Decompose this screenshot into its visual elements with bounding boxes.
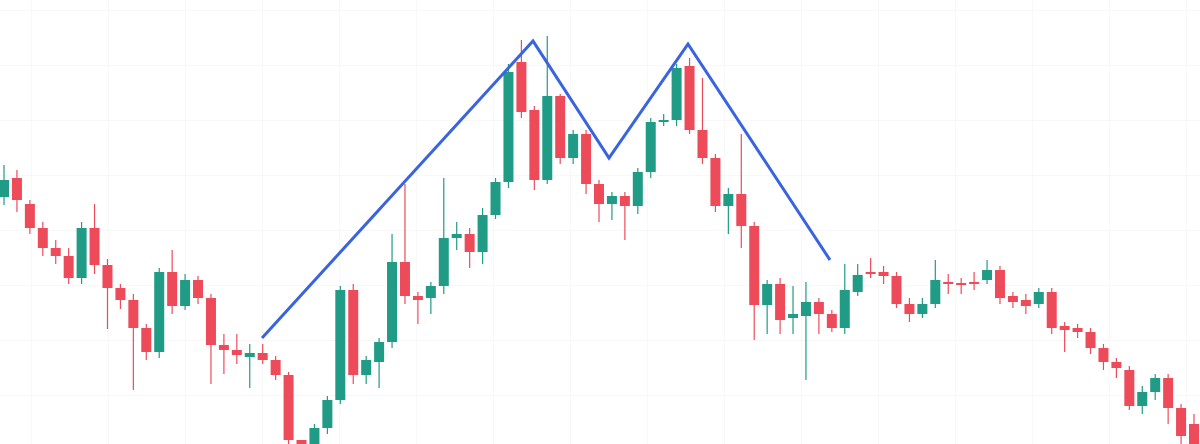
candle-body bbox=[904, 304, 915, 314]
candle-body bbox=[645, 122, 656, 172]
double-top-pattern bbox=[260, 38, 832, 340]
candle-body bbox=[63, 256, 74, 278]
candle-body bbox=[865, 272, 876, 274]
candle-body bbox=[878, 272, 889, 276]
candle-body bbox=[568, 134, 579, 158]
candle-body bbox=[37, 228, 48, 248]
candle-body bbox=[632, 172, 643, 206]
candle-body bbox=[516, 62, 527, 112]
candle-body bbox=[658, 120, 669, 122]
candle-body bbox=[594, 184, 604, 204]
candle-body bbox=[231, 350, 242, 355]
candle-body bbox=[1189, 424, 1199, 444]
candle-body bbox=[529, 110, 540, 180]
candle-body bbox=[50, 248, 61, 256]
candle-body bbox=[762, 284, 773, 305]
candle-body bbox=[399, 262, 410, 296]
candle-body bbox=[606, 196, 617, 204]
candle-body bbox=[1059, 326, 1070, 330]
candle-body bbox=[969, 282, 980, 284]
candle-body bbox=[1007, 296, 1018, 302]
candle-body bbox=[141, 328, 152, 352]
candle-body bbox=[1176, 408, 1187, 436]
candle-body bbox=[749, 226, 760, 305]
candle-body bbox=[852, 275, 863, 292]
candle-body bbox=[917, 304, 928, 314]
candle-body bbox=[619, 196, 630, 206]
candle-body bbox=[451, 234, 462, 238]
candle-body bbox=[671, 68, 682, 120]
candle-body bbox=[283, 375, 294, 440]
candle-body bbox=[361, 360, 372, 375]
candle-body bbox=[982, 270, 993, 280]
candle-body bbox=[438, 238, 449, 286]
candle-body bbox=[193, 280, 204, 298]
candle-body bbox=[994, 270, 1005, 298]
candle-body bbox=[154, 272, 165, 352]
candle-body bbox=[335, 290, 346, 400]
candle-body bbox=[813, 302, 824, 314]
candle-body bbox=[296, 440, 307, 444]
candle-body bbox=[788, 314, 799, 318]
candle-body bbox=[1072, 328, 1083, 332]
candle-body bbox=[180, 280, 191, 306]
candle-body bbox=[1163, 378, 1174, 408]
candle-body bbox=[374, 342, 385, 362]
candle-body bbox=[205, 298, 216, 345]
candle-body bbox=[115, 288, 126, 300]
candle-body bbox=[1046, 292, 1057, 328]
candle-body bbox=[826, 314, 837, 328]
candle-body bbox=[387, 262, 398, 342]
candle-body bbox=[542, 96, 553, 180]
candle-body bbox=[348, 290, 359, 375]
candle-body bbox=[309, 428, 320, 444]
candle-body bbox=[956, 283, 967, 285]
candle-body bbox=[1124, 370, 1135, 406]
candle-body bbox=[723, 194, 734, 206]
candle-body bbox=[1150, 378, 1161, 392]
candle-body bbox=[218, 345, 229, 350]
candle-body bbox=[1111, 362, 1122, 368]
candle-body bbox=[167, 272, 178, 306]
candle-body bbox=[1033, 292, 1044, 304]
candle-body bbox=[891, 276, 902, 304]
candle-body bbox=[581, 134, 592, 184]
candle-body bbox=[839, 290, 850, 328]
candle-body bbox=[503, 72, 514, 182]
candle-body bbox=[322, 400, 333, 428]
candle-body bbox=[1098, 348, 1109, 362]
candle-body bbox=[257, 353, 268, 360]
candle-body bbox=[128, 300, 139, 328]
candle-body bbox=[800, 302, 811, 316]
candle-body bbox=[89, 228, 100, 265]
candle-body bbox=[425, 286, 436, 298]
candle-body bbox=[11, 178, 22, 200]
candle-body bbox=[736, 194, 747, 226]
candle-body bbox=[0, 180, 9, 197]
candle-body bbox=[943, 282, 954, 284]
candle-body bbox=[464, 234, 475, 252]
candle-body bbox=[76, 228, 87, 278]
candle-body bbox=[555, 96, 566, 158]
candle-body bbox=[102, 265, 113, 288]
candle-body bbox=[710, 158, 721, 206]
candle-body bbox=[1085, 332, 1096, 348]
candle-body bbox=[477, 215, 488, 252]
candle-body bbox=[412, 296, 423, 300]
candle-body bbox=[244, 353, 255, 357]
candle-body bbox=[1020, 300, 1031, 306]
candle-body bbox=[24, 204, 35, 228]
candle-body bbox=[1137, 392, 1148, 406]
candle-body bbox=[270, 360, 281, 375]
candle-body bbox=[490, 182, 501, 215]
candles bbox=[0, 36, 1199, 444]
candle-body bbox=[684, 66, 695, 130]
candle-body bbox=[697, 130, 708, 158]
candle-body bbox=[930, 280, 941, 304]
candle-body bbox=[775, 284, 786, 320]
